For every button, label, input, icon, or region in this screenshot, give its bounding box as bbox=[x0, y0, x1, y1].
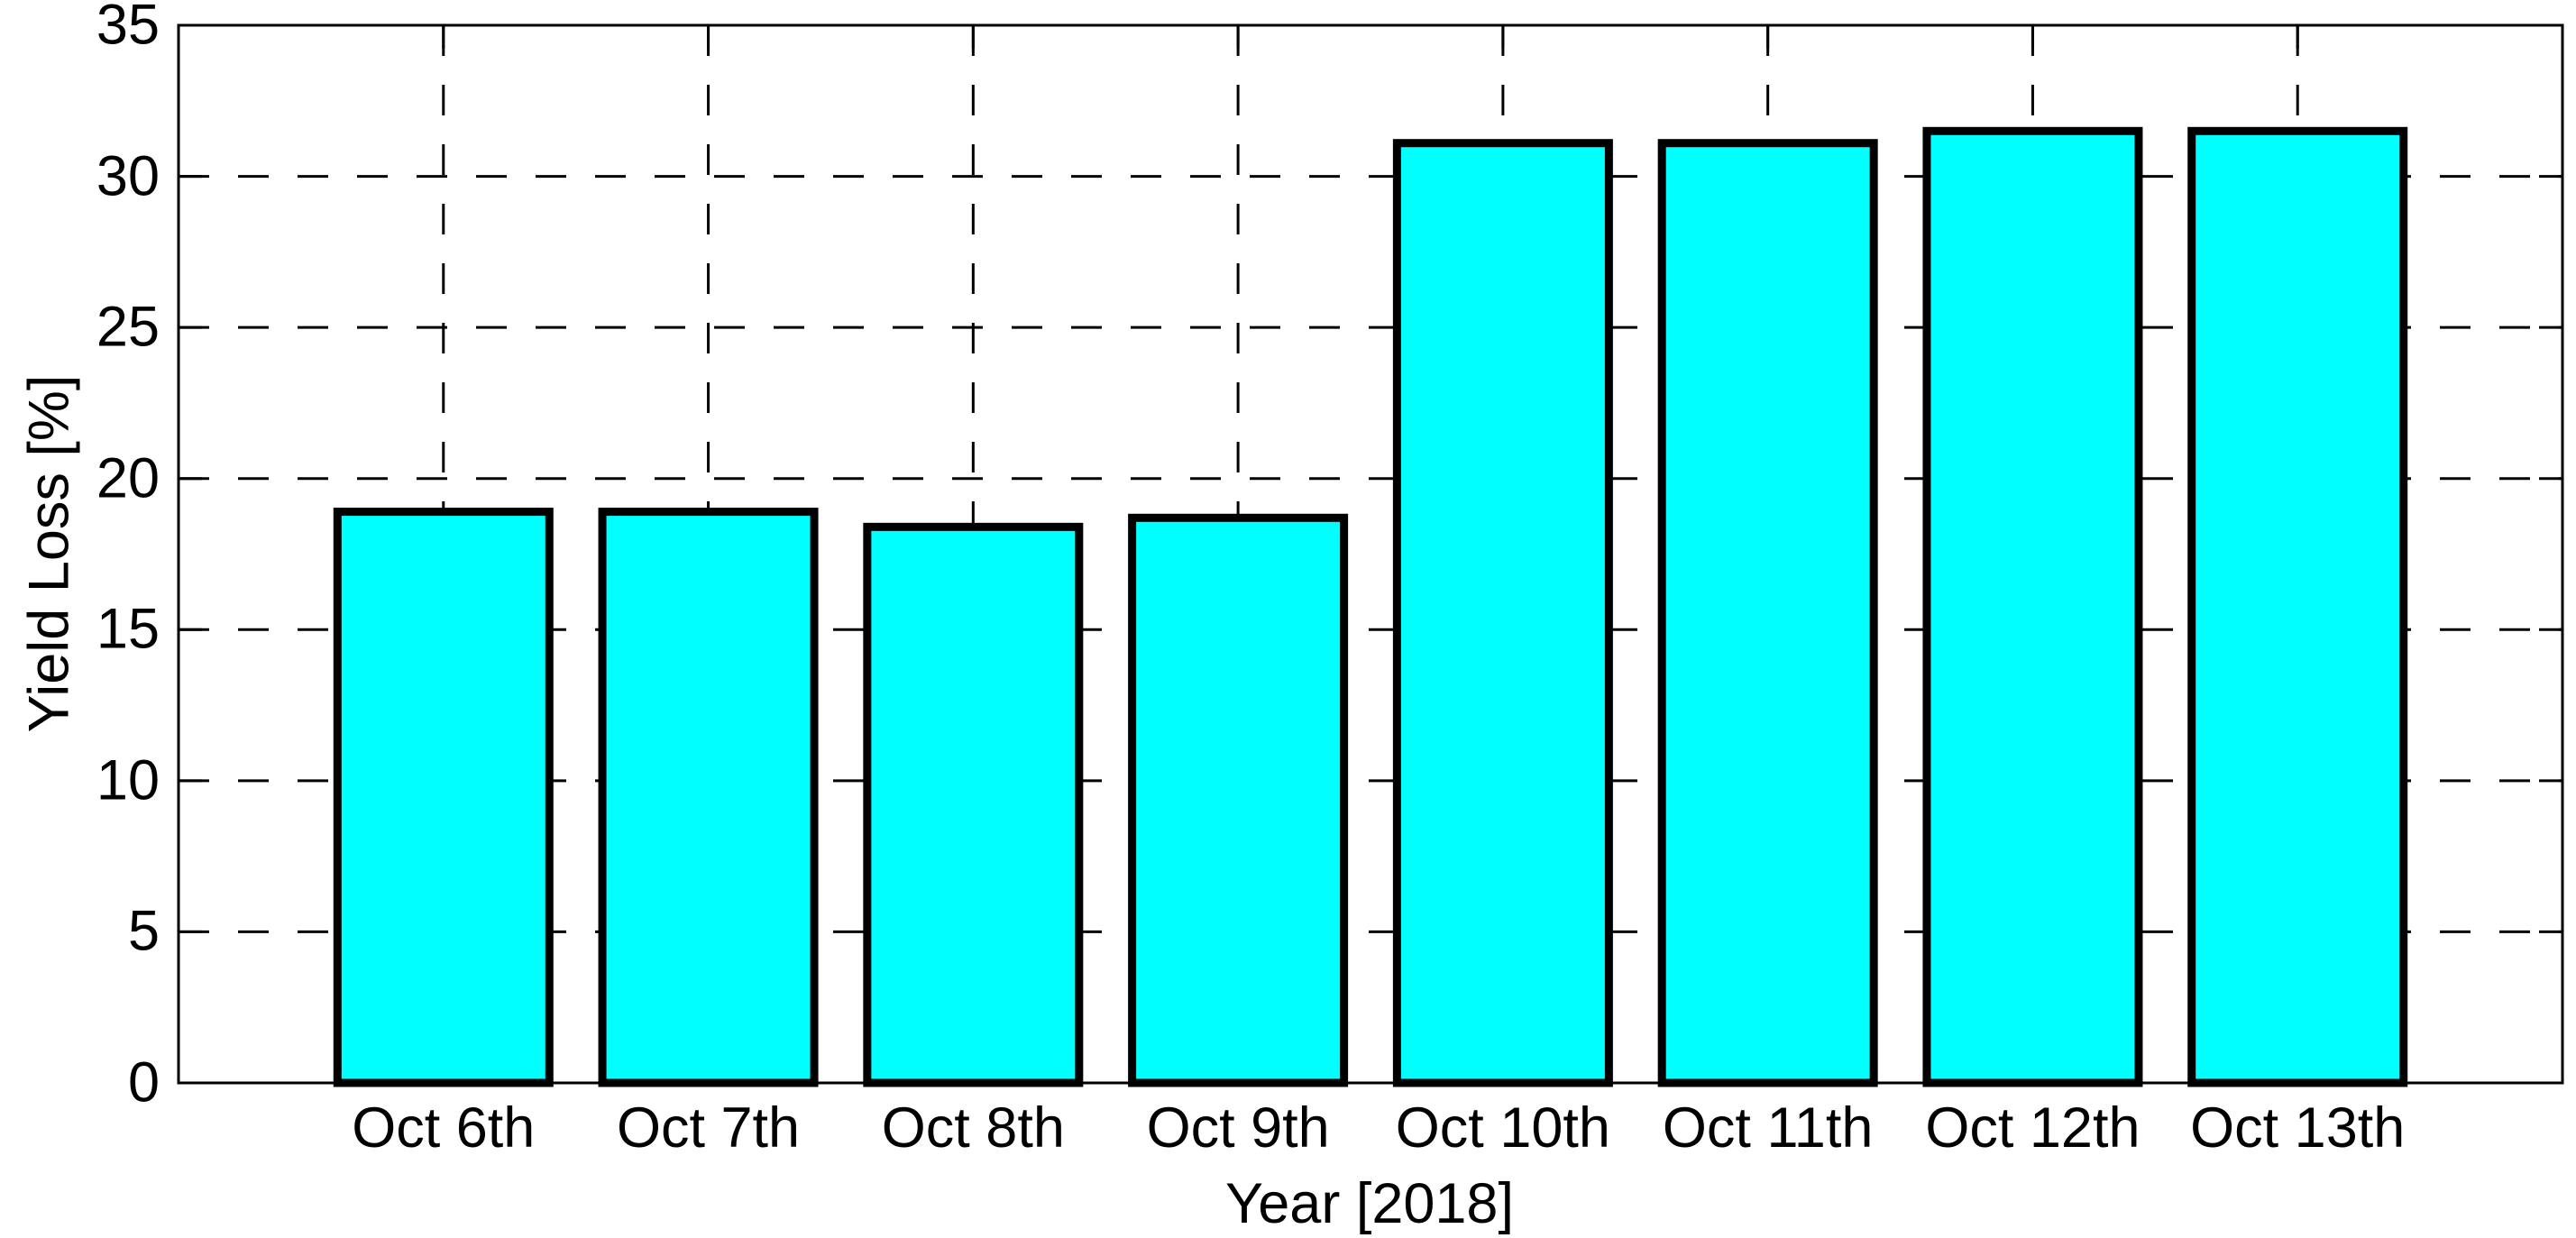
y-tick-label: 25 bbox=[96, 295, 160, 359]
y-tick-label: 10 bbox=[96, 748, 160, 812]
grid-lines bbox=[179, 25, 2562, 1083]
x-axis-label: Year [2018] bbox=[1225, 1172, 1514, 1235]
y-tick-label: 15 bbox=[96, 597, 160, 661]
x-tick-label: Oct 6th bbox=[352, 1096, 536, 1160]
bars bbox=[333, 126, 2408, 1087]
x-tick-label: Oct 10th bbox=[1395, 1096, 1610, 1160]
x-tick-label: Oct 12th bbox=[1925, 1096, 2141, 1160]
bar-oct-13th bbox=[2187, 126, 2408, 1087]
y-tick-label: 5 bbox=[127, 899, 160, 963]
bar-oct-12th bbox=[1922, 126, 2143, 1087]
bar-oct-8th bbox=[863, 522, 1084, 1087]
y-tick-label: 20 bbox=[96, 446, 160, 510]
axis-frame bbox=[177, 23, 2564, 1085]
bar-oct-9th bbox=[1128, 513, 1349, 1087]
bar-oct-6th bbox=[333, 508, 554, 1087]
bar-oct-10th bbox=[1392, 139, 1613, 1087]
bar-oct-11th bbox=[1657, 139, 1878, 1087]
x-tick-label: Oct 7th bbox=[617, 1096, 801, 1160]
x-tick-label: Oct 11th bbox=[1662, 1096, 1874, 1160]
x-tick-label: Oct 8th bbox=[881, 1096, 1065, 1160]
x-tick-label: Oct 13th bbox=[2190, 1096, 2406, 1160]
y-tick-label: 0 bbox=[127, 1050, 160, 1114]
x-tick-label: Oct 9th bbox=[1146, 1096, 1330, 1160]
y-axis-label: Yield Loss [%] bbox=[17, 374, 81, 733]
bar-oct-7th bbox=[598, 508, 819, 1087]
y-tick-label: 30 bbox=[96, 144, 160, 208]
y-tick-label: 35 bbox=[96, 0, 160, 57]
